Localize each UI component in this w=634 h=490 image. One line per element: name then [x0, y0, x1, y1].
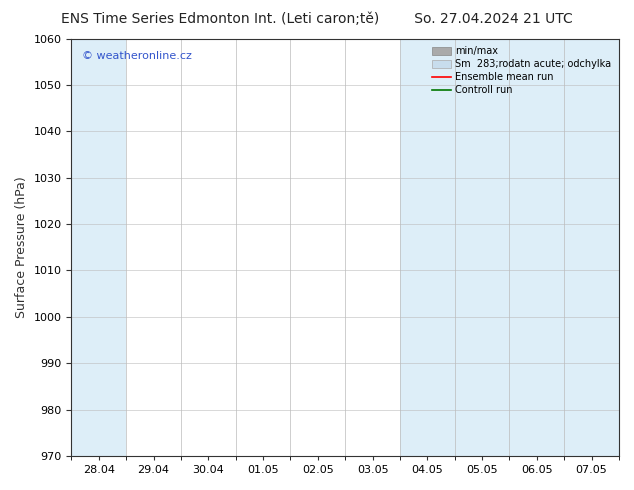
- Legend: min/max, Sm  283;rodatn acute; odchylka, Ensemble mean run, Controll run: min/max, Sm 283;rodatn acute; odchylka, …: [429, 44, 614, 98]
- Y-axis label: Surface Pressure (hPa): Surface Pressure (hPa): [15, 176, 28, 318]
- Text: ENS Time Series Edmonton Int. (Leti caron;tě)        So. 27.04.2024 21 UTC: ENS Time Series Edmonton Int. (Leti caro…: [61, 12, 573, 26]
- Bar: [400, 39, 510, 456]
- Text: © weatheronline.cz: © weatheronline.cz: [82, 51, 192, 61]
- Bar: [72, 39, 126, 456]
- Bar: [510, 39, 619, 456]
